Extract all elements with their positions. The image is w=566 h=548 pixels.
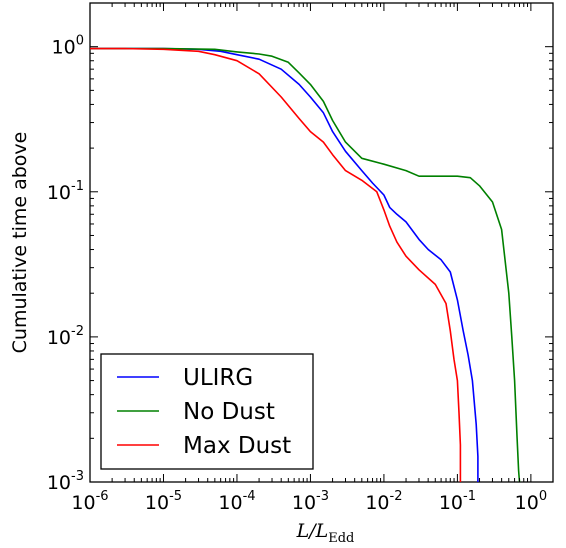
x-tick-label-exponent: -4 — [243, 489, 256, 504]
x-tick-label: 10-1 — [439, 489, 476, 514]
x-tick-label-exponent: -1 — [463, 489, 476, 504]
legend-box — [100, 353, 314, 470]
x-tick-label-base: 10 — [365, 492, 389, 514]
series-line-ulirg — [90, 47, 479, 482]
legend-label: Max Dust — [183, 433, 291, 459]
x-tick-label: 10-4 — [218, 489, 255, 514]
x-axis-label-main: L/L — [296, 520, 329, 542]
x-tick-label-base: 10 — [292, 492, 316, 514]
x-tick-label-exponent: -6 — [96, 489, 109, 504]
x-tick-label-exponent: -2 — [390, 489, 403, 504]
x-tick-label-base: 10 — [439, 492, 463, 514]
x-tick-label: 10-6 — [71, 489, 108, 514]
x-tick-label-base: 10 — [218, 492, 242, 514]
y-tick-label-exponent: -2 — [71, 324, 84, 339]
x-axis-tick-labels: 10-6 10-5 10-4 10-3 10-2 10-1 100 — [71, 489, 547, 514]
y-tick-label: 100 — [52, 34, 84, 59]
legend-items: ULIRG No Dust Max Dust — [117, 365, 291, 459]
x-tick-label-base: 10 — [145, 492, 169, 514]
series-line-no-dust — [90, 47, 521, 483]
series-line-max-dust — [90, 47, 462, 482]
plot-frame — [89, 2, 554, 483]
legend-label: ULIRG — [183, 365, 253, 391]
x-axis-label: L/LEdd — [296, 520, 355, 546]
plot-area — [89, 2, 554, 483]
x-tick-label-exponent: -5 — [169, 489, 182, 504]
y-tick-label: 10-1 — [47, 179, 84, 204]
y-axis-label: Cumulative time above — [9, 132, 31, 354]
x-tick-label: 10-2 — [365, 489, 402, 514]
x-tick-label: 10-5 — [145, 489, 182, 514]
ticks-group — [89, 2, 554, 483]
y-tick-label-base: 10 — [47, 182, 71, 204]
legend: ULIRG No Dust Max Dust — [100, 353, 314, 470]
y-tick-label-exponent: -3 — [71, 469, 84, 484]
y-tick-label-base: 10 — [47, 327, 71, 349]
y-tick-label-exponent: 0 — [76, 34, 84, 49]
x-tick-label-base: 10 — [515, 492, 539, 514]
x-axis-label-subscript: Edd — [328, 531, 354, 546]
series-group — [90, 47, 521, 483]
y-tick-label-base: 10 — [47, 472, 71, 494]
y-tick-label: 10-2 — [47, 324, 84, 349]
y-tick-label: 10-3 — [47, 469, 84, 494]
x-tick-label-exponent: -3 — [316, 489, 329, 504]
y-tick-label-base: 10 — [52, 37, 76, 59]
x-tick-label-base: 10 — [71, 492, 95, 514]
x-tick-label-exponent: 0 — [539, 489, 547, 504]
x-tick-label: 100 — [515, 489, 547, 514]
legend-label: No Dust — [183, 399, 275, 425]
y-tick-label-exponent: -1 — [71, 179, 84, 194]
x-tick-label: 10-3 — [292, 489, 329, 514]
